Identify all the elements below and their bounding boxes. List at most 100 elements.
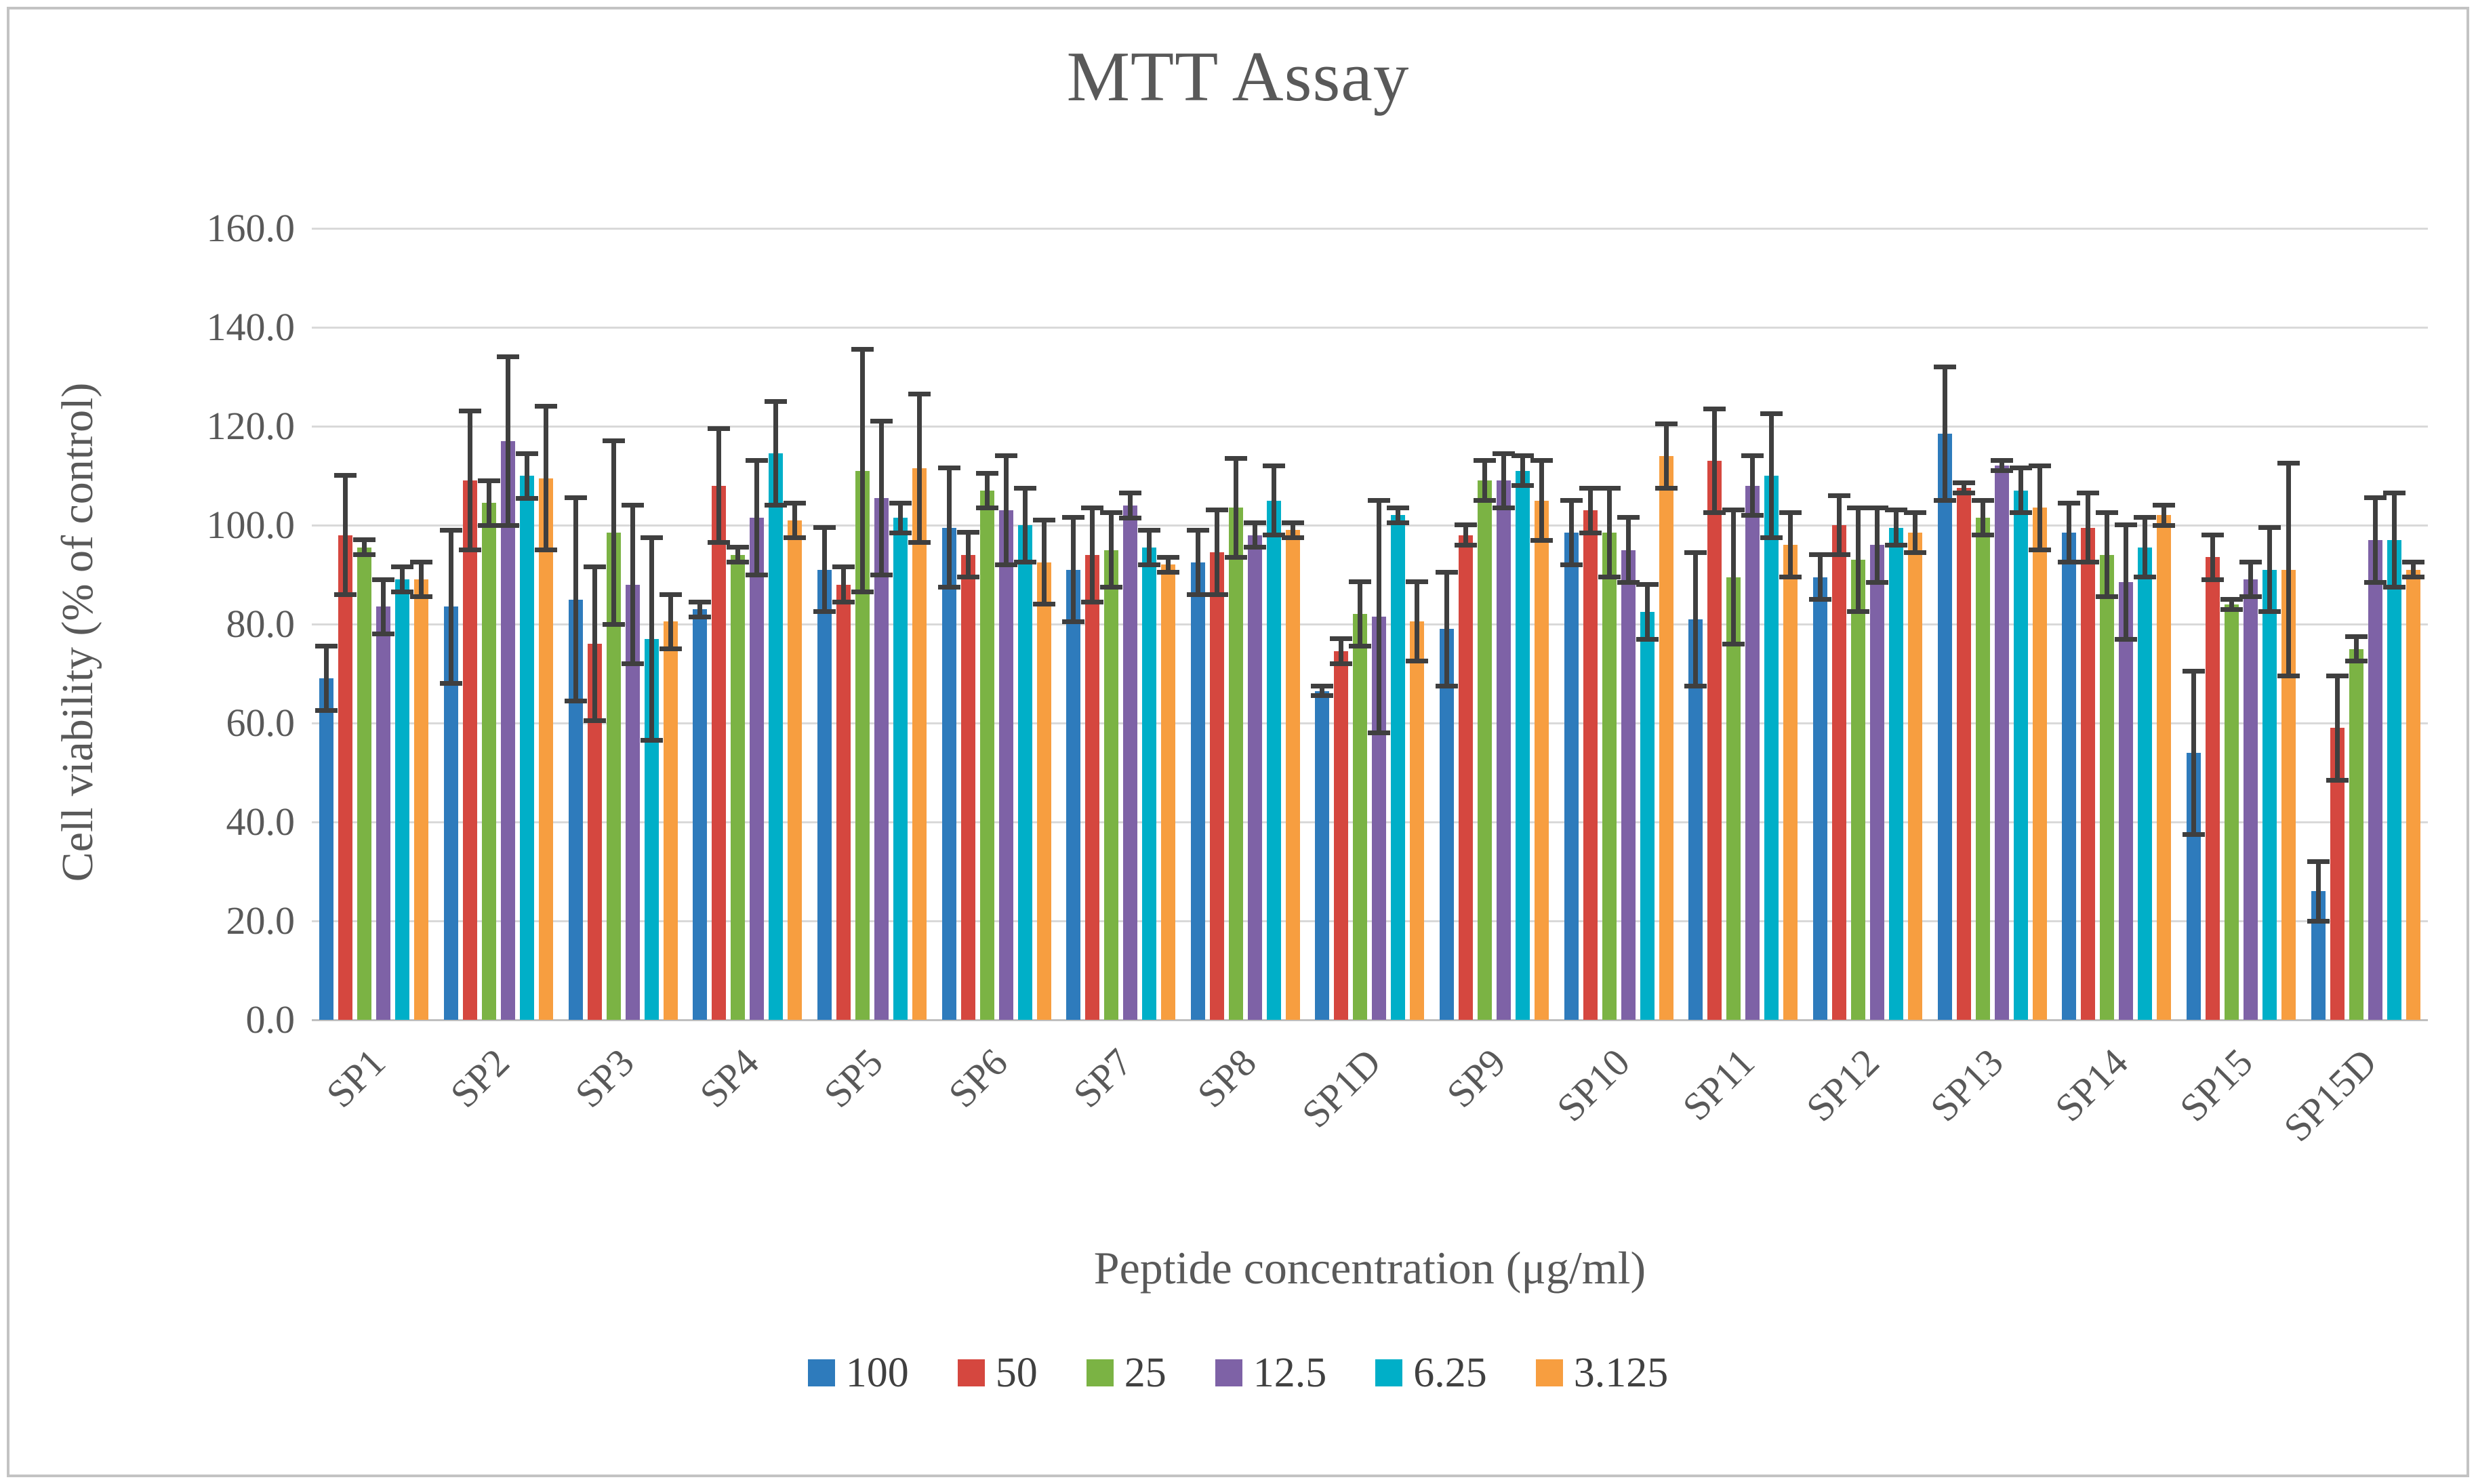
error-bar-cap-top — [1636, 581, 1659, 587]
legend-item-3.125: 3.125 — [1535, 1350, 1669, 1396]
error-bar-cap-bottom — [889, 530, 912, 535]
error-bar — [908, 391, 931, 545]
error-bar-cap-top — [2201, 532, 2225, 537]
bar — [1745, 485, 1760, 1020]
bar — [2081, 527, 2096, 1020]
error-bar-stem — [878, 419, 884, 577]
error-bar-cap-bottom — [2077, 560, 2100, 565]
error-bar-cap-top — [2258, 525, 2281, 530]
chart-title: MTT Assay — [1066, 37, 1410, 116]
error-bar — [1598, 485, 1621, 580]
error-bar-stem — [2229, 596, 2235, 612]
error-bar-cap-top — [889, 500, 912, 506]
bar — [1707, 461, 1722, 1020]
error-bar-cap-top — [1617, 515, 1640, 520]
bar — [1142, 547, 1157, 1020]
error-bar-stem — [505, 354, 510, 528]
error-bar — [353, 537, 376, 558]
error-bar-stem — [916, 391, 922, 545]
error-bar-cap-top — [870, 419, 893, 424]
y-tick-label: 60.0 — [226, 701, 296, 745]
error-bar-cap-top — [1598, 485, 1621, 491]
error-bar-stem — [1501, 451, 1507, 511]
bar — [568, 599, 583, 1020]
error-bar — [1617, 515, 1640, 585]
error-bar — [2096, 510, 2119, 600]
error-bar-stem — [2162, 503, 2167, 528]
error-bar — [1186, 527, 1209, 597]
error-bar — [1032, 518, 1055, 607]
error-bar-cap-bottom — [1062, 619, 1085, 624]
error-bar — [870, 419, 893, 577]
error-bar-stem — [1003, 453, 1009, 568]
error-bar-stem — [381, 577, 386, 637]
error-bar-stem — [2372, 495, 2378, 585]
error-bar-stem — [611, 438, 616, 627]
error-bar-cap-bottom — [1684, 683, 1707, 688]
error-bar-cap-top — [689, 599, 712, 604]
y-tick-label: 100.0 — [206, 503, 296, 547]
bar — [2349, 648, 2363, 1020]
error-bar — [813, 525, 836, 615]
error-bar — [496, 354, 519, 528]
error-bar-stem — [2391, 490, 2397, 590]
error-bar — [689, 599, 712, 619]
error-bar — [1100, 510, 1123, 590]
error-bar-stem — [2037, 463, 2042, 553]
error-bar-cap-top — [1684, 550, 1707, 555]
bar-group-sp1d — [1307, 228, 1432, 1020]
bar — [2138, 547, 2153, 1020]
error-bar-stem — [965, 530, 971, 580]
legend-swatch — [1375, 1359, 1403, 1386]
error-bar-cap-bottom — [2382, 584, 2406, 590]
legend-label: 3.125 — [1573, 1350, 1669, 1396]
error-bar-cap-bottom — [2277, 674, 2300, 679]
bar — [1870, 545, 1885, 1020]
error-bar-cap-bottom — [1436, 683, 1459, 688]
error-bar-cap-bottom — [1081, 599, 1104, 604]
bar — [1391, 515, 1406, 1020]
error-bar-cap-top — [2115, 522, 2138, 528]
error-bar-stem — [1444, 569, 1450, 688]
error-bar-stem — [2105, 510, 2110, 600]
error-bar — [1138, 527, 1161, 568]
bar-group-sp5 — [810, 228, 935, 1020]
error-bar-stem — [2018, 466, 2023, 516]
error-bar-cap-top — [765, 398, 788, 404]
error-bar — [1809, 552, 1832, 602]
bar — [606, 532, 621, 1020]
bar — [1036, 562, 1051, 1020]
error-bar — [975, 470, 998, 511]
error-bar — [439, 527, 462, 686]
error-bar-cap-bottom — [2096, 594, 2119, 600]
legend-swatch — [957, 1359, 985, 1386]
error-bar-cap-top — [2382, 490, 2406, 495]
bar — [1975, 518, 1990, 1020]
error-bar-cap-bottom — [439, 681, 462, 686]
legend-item-50: 50 — [957, 1352, 1038, 1394]
y-tick-label: 20.0 — [226, 899, 296, 943]
bar — [376, 606, 391, 1020]
bar — [788, 520, 803, 1020]
bar — [2100, 554, 2115, 1020]
error-bar-cap-top — [1032, 518, 1055, 523]
error-bar-cap-top — [1281, 520, 1304, 525]
error-bar-stem — [486, 478, 491, 528]
error-bar-cap-bottom — [1636, 636, 1659, 642]
bar-group-sp2 — [437, 228, 561, 1020]
error-bar-stem — [984, 470, 990, 511]
bar — [1104, 550, 1119, 1020]
error-bar-cap-top — [2153, 503, 2176, 508]
error-bar-cap-top — [975, 470, 998, 476]
bar — [769, 453, 784, 1020]
error-bar-cap-top — [2028, 463, 2051, 468]
error-bar-cap-bottom — [1933, 498, 1956, 503]
bar — [1315, 691, 1330, 1020]
error-bar-cap-bottom — [1100, 584, 1123, 590]
bar-group-sp4 — [685, 228, 810, 1020]
bar — [1410, 621, 1425, 1020]
error-bar — [1062, 515, 1085, 624]
error-bar-cap-bottom — [2220, 606, 2244, 612]
error-bar-cap-top — [2183, 668, 2206, 674]
error-bar — [1971, 497, 1994, 538]
